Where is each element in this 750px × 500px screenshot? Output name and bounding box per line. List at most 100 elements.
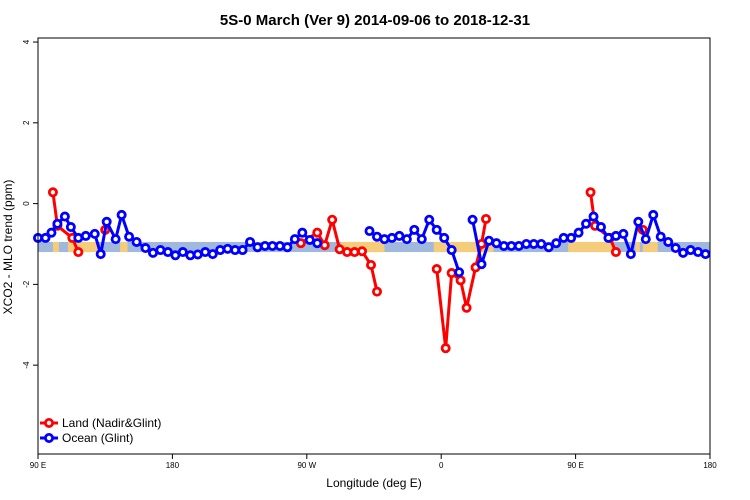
ocean-point-0-15 (140, 243, 151, 254)
ocean-point-2-14 (573, 227, 584, 238)
ocean-point-0-38 (312, 238, 323, 249)
ocean-point-2-11 (551, 238, 562, 249)
ocean-point-0-33 (274, 240, 285, 251)
land-point-3-1 (440, 343, 451, 354)
ocean-point-1-6 (409, 224, 420, 235)
plot-frame (37, 37, 711, 455)
ocean-point-2-16 (588, 211, 599, 222)
ocean-point-1-8 (424, 214, 435, 225)
ocean-point-0-35 (289, 234, 300, 245)
ocean-point-0-25 (215, 245, 226, 256)
ocean-point-2-25 (655, 231, 666, 242)
land-point-0-0 (47, 187, 58, 198)
ocean-point-0-9 (95, 249, 106, 260)
land-bar-5 (568, 241, 613, 253)
ocean-point-2-17 (595, 222, 606, 233)
ocean-point-1-10 (439, 232, 450, 243)
ocean-point-1-12 (454, 267, 465, 278)
ocean-point-0-4 (59, 211, 70, 222)
ocean-point-0-19 (170, 250, 181, 261)
ocean-point-1-9 (431, 224, 442, 235)
ocean-point-0-29 (245, 236, 256, 247)
ocean-point-0-1 (40, 232, 51, 243)
y-tick-label-1: 2 (22, 120, 31, 125)
ocean-point-0-28 (237, 245, 248, 256)
x-tick-label-5: 180 (703, 461, 717, 470)
ocean-point-0-26 (222, 243, 233, 254)
land-bar-2 (120, 241, 128, 253)
ocean-point-1-5 (401, 234, 412, 245)
land-point-2-3 (327, 214, 338, 225)
x-tick-label-3: 0 (439, 461, 444, 470)
land-point-2-6 (349, 247, 360, 258)
land-bar-4 (433, 241, 494, 253)
ocean-point-2-10 (543, 242, 554, 253)
ocean-point-0-21 (185, 250, 196, 261)
ocean-point-1-0 (364, 226, 375, 237)
ocean-point-0-3 (52, 218, 63, 229)
ocean-point-2-21 (625, 249, 636, 260)
ocean-point-0-5 (65, 222, 76, 233)
land-point-3-7 (480, 213, 491, 224)
ocean-point-2-1 (476, 259, 487, 270)
x-tick-label-1: 180 (166, 461, 180, 470)
ocean-point-1-7 (416, 234, 427, 245)
ocean-point-0-13 (124, 231, 135, 242)
ocean-point-1-2 (379, 234, 390, 245)
land-point-2-9 (371, 286, 382, 297)
y-tick-label-4: -4 (22, 361, 31, 369)
ocean-point-0-24 (207, 249, 218, 260)
land-bar-7 (642, 241, 658, 253)
land-point-3-3 (455, 275, 466, 286)
ocean-point-2-9 (536, 238, 547, 249)
ocean-point-2-27 (670, 243, 681, 254)
ocean-point-0-12 (116, 209, 127, 220)
ocean-point-2-20 (618, 228, 629, 239)
land-point-4-0 (585, 187, 596, 198)
ocean-point-2-0 (467, 214, 478, 225)
land-point-2-7 (357, 246, 368, 257)
ocean-point-0-30 (252, 242, 263, 253)
land-point-0-3 (73, 247, 84, 258)
y-axis: 4 2 0 -2 -4 (22, 39, 38, 369)
x-tick-label-2: 90 W (297, 461, 316, 470)
y-tick-label-2: 0 (22, 201, 31, 206)
ocean-point-0-18 (162, 247, 173, 258)
ocean-point-1-4 (394, 230, 405, 241)
legend-land-label: Land (Nadir&Glint) (62, 416, 161, 430)
ocean-point-2-15 (581, 218, 592, 229)
series-layer (33, 187, 711, 354)
ocean-point-0-37 (304, 234, 315, 245)
legend-ocean-label: Ocean (Glint) (62, 431, 133, 445)
land-bar-0 (52, 241, 59, 253)
ocean-point-2-22 (633, 216, 644, 227)
ocean-point-0-2 (46, 227, 57, 238)
land-series-line-0 (51, 192, 80, 253)
ocean-point-2-26 (663, 236, 674, 247)
legend: Land (Nadir&Glint)Ocean (Glint) (40, 416, 161, 445)
land-bar-1 (67, 241, 98, 253)
x-axis-label: Longitude (deg E) (326, 476, 421, 490)
x-tick-label-0: 90 E (30, 461, 46, 470)
y-tick-label-3: -2 (22, 280, 31, 288)
ocean-point-0-10 (101, 216, 112, 227)
land-point-3-2 (446, 268, 457, 279)
ocean-point-0-7 (80, 230, 91, 241)
chart-title: 5S-0 March (Ver 9) 2014-09-06 to 2018-12… (220, 12, 530, 29)
ocean-point-0-36 (297, 227, 308, 238)
ocean-point-2-23 (640, 234, 651, 245)
legend-ocean-marker (44, 432, 55, 443)
legend-land-marker (44, 417, 55, 428)
x-tick-label-4: 90 E (567, 461, 583, 470)
ocean-point-0-11 (110, 234, 121, 245)
land-point-3-4 (461, 302, 472, 313)
ocean-point-0-8 (89, 228, 100, 239)
land-point-3-0 (431, 264, 442, 275)
land-point-4-3 (610, 247, 621, 258)
x-axis: 90 E 180 90 W 0 90 E 180 (30, 454, 717, 470)
ocean-point-0-14 (131, 236, 142, 247)
land-bar-6 (635, 241, 640, 253)
y-axis-label: XCO2 - MLO trend (ppm) (1, 180, 15, 315)
ocean-point-0-34 (282, 242, 293, 253)
